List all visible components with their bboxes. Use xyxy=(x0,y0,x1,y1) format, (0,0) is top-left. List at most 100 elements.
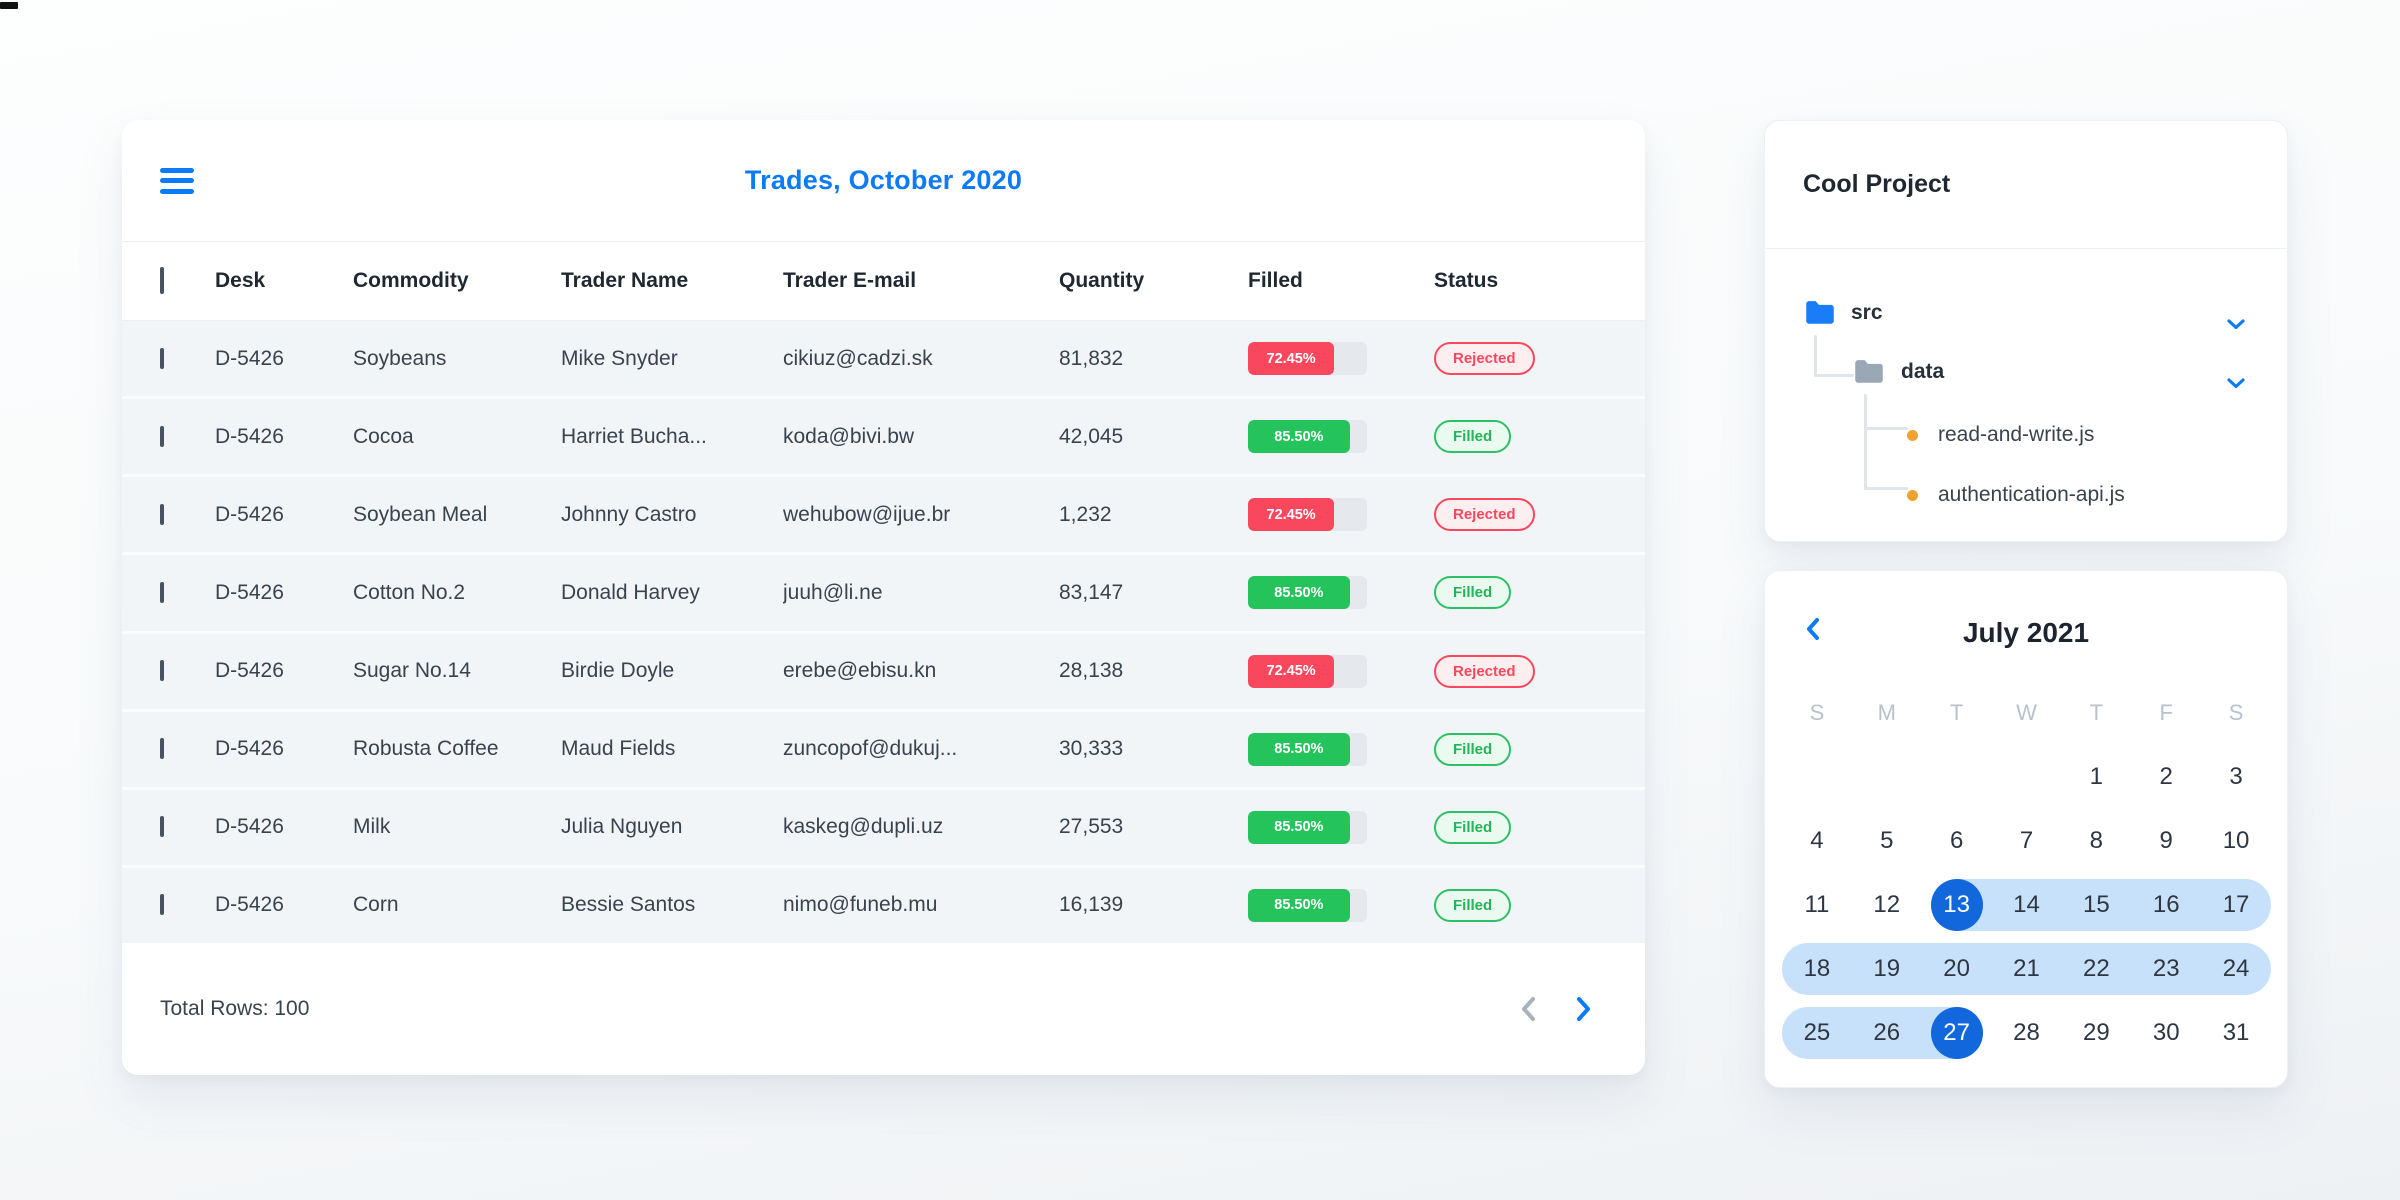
chevron-right-icon[interactable] xyxy=(1569,994,1599,1024)
weekday-label: F xyxy=(2159,700,2173,725)
folder-icon xyxy=(1855,360,1883,383)
hamburger-icon[interactable] xyxy=(160,167,194,194)
cell-trader-email: juuh@li.ne xyxy=(783,580,883,604)
calendar-grid: 1 2 3 4 5 6 7 8 9 10 11 12 13 14 15 16 17 18 19 20 21 22 23 24 2… xyxy=(1765,745,2287,1065)
cell-filled: 85.50% xyxy=(1248,576,1434,610)
column-header-desk: Desk xyxy=(215,269,266,292)
status-badge: Rejected xyxy=(1434,654,1535,688)
calendar-day[interactable]: 16 xyxy=(2152,891,2180,918)
checkbox-icon[interactable] xyxy=(160,581,164,603)
calendar-day[interactable]: 14 xyxy=(2013,891,2040,918)
tree-connector xyxy=(1814,335,1817,377)
checkbox-icon[interactable] xyxy=(160,816,164,838)
folder-icon xyxy=(1806,301,1834,324)
calendar-day[interactable]: 26 xyxy=(1873,1019,1901,1046)
tree-connector xyxy=(1814,374,1854,377)
table-body: D-5426 Soybeans Mike Snyder cikiuz@cadzi.sk… xyxy=(122,321,1645,943)
cell-trader-name: Julia Nguyen xyxy=(561,815,683,839)
calendar-day[interactable]: 12 xyxy=(1873,891,1901,918)
checkbox-icon[interactable] xyxy=(160,660,164,682)
cell-desk: D-5426 xyxy=(215,737,284,761)
status-badge: Filled xyxy=(1434,810,1512,844)
table-row: D-5426 Sugar No.14 Birdie Doyle erebe@ebisu… xyxy=(122,633,1645,712)
cell-quantity: 30,333 xyxy=(1059,737,1124,761)
cell-status: Rejected xyxy=(1434,342,1645,376)
calendar-day[interactable]: 4 xyxy=(1810,827,1824,854)
cell-commodity: Corn xyxy=(353,893,399,917)
cell-filled: 72.45% xyxy=(1248,342,1434,376)
dot-icon xyxy=(1907,489,1918,501)
project-title: Cool Project xyxy=(1803,170,1951,198)
cell-trader-email: nimo@funeb.mu xyxy=(783,893,938,917)
cell-commodity: Robusta Coffee xyxy=(353,737,499,761)
calendar-day[interactable]: 22 xyxy=(2083,955,2110,982)
chevron-left-icon[interactable] xyxy=(1805,617,1820,646)
file-label: read-and-write.js xyxy=(1938,423,2095,446)
calendar-day[interactable]: 13 xyxy=(1943,891,1970,918)
calendar-day[interactable]: 31 xyxy=(2222,1019,2250,1046)
checkbox-icon[interactable] xyxy=(160,267,164,294)
calendar-day[interactable]: 1 xyxy=(2089,763,2104,790)
row-checkbox-cell xyxy=(160,738,215,760)
chevron-left-icon[interactable] xyxy=(1513,994,1543,1024)
calendar-day[interactable]: 24 xyxy=(2222,955,2250,982)
calendar-day[interactable]: 15 xyxy=(2083,891,2110,918)
calendar-day[interactable]: 2 xyxy=(2159,763,2173,790)
calendar-day[interactable]: 25 xyxy=(1803,1019,1831,1046)
filled-progress-bar: 72.45% xyxy=(1248,342,1367,376)
calendar-day[interactable]: 21 xyxy=(2013,955,2040,982)
cell-status: Filled xyxy=(1434,420,1645,454)
checkbox-icon[interactable] xyxy=(160,347,164,369)
calendar-day[interactable]: 28 xyxy=(2013,1019,2040,1046)
table-row: D-5426 Milk Julia Nguyen kaskeg@dupli.uz 27,… xyxy=(122,789,1645,868)
calendar-day[interactable]: 30 xyxy=(2152,1019,2180,1046)
calendar-day[interactable]: 3 xyxy=(2229,763,2243,790)
row-checkbox-cell xyxy=(160,425,215,447)
table-row: D-5426 Soybeans Mike Snyder cikiuz@cadzi.sk… xyxy=(122,321,1645,400)
calendar-day[interactable]: 17 xyxy=(2222,891,2250,918)
calendar-day[interactable]: 19 xyxy=(1873,955,1901,982)
cell-trader-name: Johnny Castro xyxy=(561,502,697,526)
cell-commodity: Milk xyxy=(353,815,391,839)
calendar-empty-cell xyxy=(1852,745,1922,809)
calendar-header: July 2021 xyxy=(1765,609,2287,657)
status-badge: Filled xyxy=(1434,732,1512,766)
row-checkbox-cell xyxy=(160,347,215,369)
calendar-day[interactable]: 29 xyxy=(2083,1019,2110,1046)
calendar-day[interactable]: 7 xyxy=(2019,827,2034,854)
checkbox-icon[interactable] xyxy=(160,425,164,447)
cell-quantity: 27,553 xyxy=(1059,815,1124,839)
tree-item-file[interactable]: authentication-api.js xyxy=(1907,483,2125,507)
tree-item-data[interactable]: data xyxy=(1854,359,1944,384)
filled-percentage-label: 72.45% xyxy=(1266,663,1316,680)
calendar-day[interactable]: 10 xyxy=(2222,827,2250,854)
chevron-down-icon[interactable] xyxy=(2227,376,2245,394)
cell-trader-name: Donald Harvey xyxy=(561,580,700,604)
column-header-filled: Filled xyxy=(1248,269,1303,292)
cell-trader-email: zuncopof@dukuj... xyxy=(783,737,958,761)
chevron-down-icon[interactable] xyxy=(2227,317,2245,335)
calendar-day[interactable]: 8 xyxy=(2089,827,2104,854)
tree-item-src[interactable]: src xyxy=(1805,300,1883,325)
calendar-day[interactable]: 18 xyxy=(1803,955,1831,982)
checkbox-icon[interactable] xyxy=(160,894,164,916)
calendar-day[interactable]: 20 xyxy=(1943,955,1970,982)
calendar-day[interactable]: 5 xyxy=(1880,827,1894,854)
cell-desk: D-5426 xyxy=(215,424,284,448)
checkbox-icon[interactable] xyxy=(160,738,164,760)
cell-commodity: Soybeans xyxy=(353,346,447,370)
pagination xyxy=(1513,994,1599,1024)
calendar-day[interactable]: 6 xyxy=(1949,827,1964,854)
filled-percentage-label: 85.50% xyxy=(1274,584,1324,601)
calendar-day[interactable]: 9 xyxy=(2159,827,2173,854)
calendar-day[interactable]: 23 xyxy=(2152,955,2180,982)
project-card: Cool Project src data read-and-write.js xyxy=(1764,120,2288,542)
select-all-checkbox[interactable] xyxy=(160,267,215,294)
tree-item-file[interactable]: read-and-write.js xyxy=(1907,423,2094,447)
checkbox-icon[interactable] xyxy=(160,503,164,525)
calendar-day[interactable]: 11 xyxy=(1804,891,1830,918)
filled-percentage-label: 85.50% xyxy=(1274,819,1324,836)
calendar-day[interactable]: 27 xyxy=(1943,1019,1970,1046)
